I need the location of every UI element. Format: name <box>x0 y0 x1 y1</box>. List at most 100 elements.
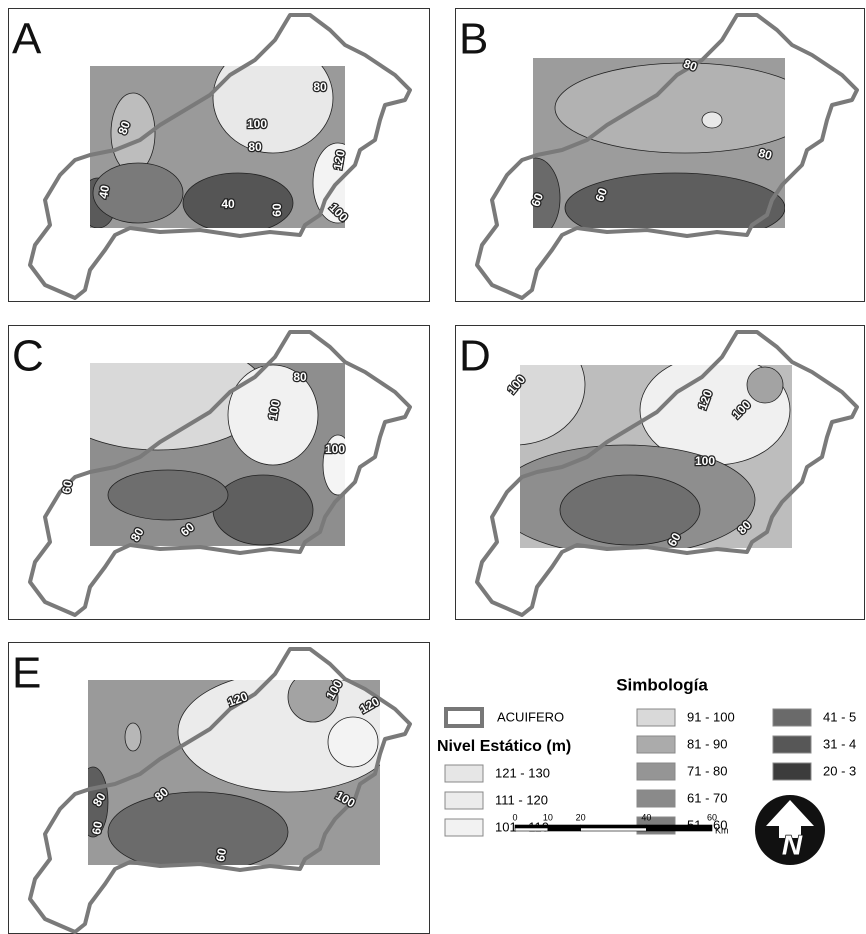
class-label: 81 - 90 <box>687 736 727 751</box>
north-arrow: N <box>755 795 825 865</box>
scale-segment <box>547 827 581 832</box>
class-label: 111 - 120 <box>495 792 548 807</box>
raster-zone <box>746 366 784 404</box>
class-swatch <box>772 735 812 754</box>
north-arrow-head <box>766 800 814 838</box>
class-swatch <box>444 818 484 837</box>
class-swatch <box>444 791 484 810</box>
contour-label: 100 <box>325 442 345 456</box>
raster-zone <box>287 680 339 723</box>
class-swatch <box>636 789 676 808</box>
class-swatch <box>636 708 676 727</box>
scale-tick-label: 0 <box>512 812 517 822</box>
class-swatch <box>636 735 676 754</box>
contour-label: 80 <box>682 56 700 74</box>
aquifer-boundary <box>475 330 859 617</box>
class-label: 31 - 4 <box>823 736 856 751</box>
raster-zone <box>327 716 379 768</box>
scale-segment <box>547 824 581 829</box>
class-swatch <box>772 708 812 727</box>
raster-zone <box>212 66 334 154</box>
raster-zone <box>227 364 319 466</box>
contour-label: 60 <box>592 186 610 204</box>
panel-letter: D <box>459 332 491 381</box>
contour-label: 100 <box>695 454 715 468</box>
contour-label: 60 <box>270 203 284 217</box>
legend-subtitle: Nivel Estático (m) <box>437 738 571 755</box>
aquifer-boundary <box>28 13 412 300</box>
contour-label: 80 <box>248 140 262 154</box>
panel-letter: E <box>12 649 41 698</box>
raster-zone <box>107 791 289 865</box>
class-swatch <box>772 762 812 781</box>
raster-zone <box>92 162 184 224</box>
contour-label: 80 <box>313 80 327 94</box>
class-label: 41 - 5 <box>823 709 856 724</box>
panel-letter: A <box>12 15 42 64</box>
raster-zone <box>701 111 723 129</box>
boundary-swatch <box>444 707 484 728</box>
scale-segment <box>514 824 549 829</box>
raster-zone <box>124 722 142 752</box>
raster-zone <box>312 142 345 224</box>
class-label: 61 - 70 <box>687 790 727 805</box>
raster-zone <box>520 365 586 446</box>
scale-segment <box>646 824 713 829</box>
scale-unit: Km <box>715 825 729 835</box>
raster-zone <box>182 172 294 228</box>
contour-label: 120 <box>331 148 348 170</box>
class-label: 20 - 3 <box>823 763 856 778</box>
water-level-raster <box>90 66 345 228</box>
aquifer-boundary <box>475 13 859 300</box>
scale-tick-label: 20 <box>576 812 586 822</box>
legend: Simbología ACUIFERO Nivel Estático (m) 1… <box>437 675 856 837</box>
contour-label: 100 <box>247 117 267 131</box>
panel-letter: C <box>12 332 44 381</box>
scale-segment <box>514 827 549 832</box>
contour-label: 80 <box>115 119 133 137</box>
raster-zone <box>559 474 701 546</box>
contour-label: 120 <box>226 689 250 709</box>
legend-title: Simbología <box>616 675 708 694</box>
contour-label: 40 <box>96 184 112 200</box>
class-label: 71 - 80 <box>687 763 727 778</box>
class-swatch <box>444 764 484 783</box>
class-label: 91 - 100 <box>687 709 735 724</box>
scale-segment <box>580 827 647 832</box>
contour-label: 40 <box>221 197 235 211</box>
contour-label: 60 <box>89 820 105 836</box>
scale-segment <box>580 824 647 829</box>
raster-zone <box>564 172 785 228</box>
scale-tick-label: 10 <box>543 812 553 822</box>
contour-label: 60 <box>528 191 546 209</box>
contour-label: 60 <box>213 847 229 863</box>
contour-label: 80 <box>293 370 307 384</box>
raster-zone <box>533 157 561 228</box>
scale-segment <box>646 827 713 832</box>
scale-tick-label: 40 <box>641 812 651 822</box>
boundary-label: ACUIFERO <box>497 709 564 724</box>
contour-label: 60 <box>59 479 75 495</box>
water-level-raster <box>90 363 345 546</box>
class-swatch <box>636 762 676 781</box>
aquifer-boundary <box>28 330 412 617</box>
map-panel: B 80 80 60 60 <box>455 8 865 302</box>
north-letter: N <box>782 829 803 860</box>
class-label: 121 - 130 <box>495 765 550 780</box>
water-level-raster <box>520 365 792 548</box>
scale-tick-label: 60 <box>707 812 717 822</box>
raster-zone <box>107 469 229 521</box>
raster-zone <box>554 62 785 154</box>
aquifer-boundary <box>28 647 412 934</box>
contour-label: 100 <box>266 398 283 420</box>
scale-bar: 0 10 20 40 60 Km <box>512 812 728 835</box>
raster-zone <box>212 474 314 546</box>
raster-zone <box>322 434 345 496</box>
panel-letter: B <box>459 15 488 64</box>
contour-label: 80 <box>757 146 774 163</box>
